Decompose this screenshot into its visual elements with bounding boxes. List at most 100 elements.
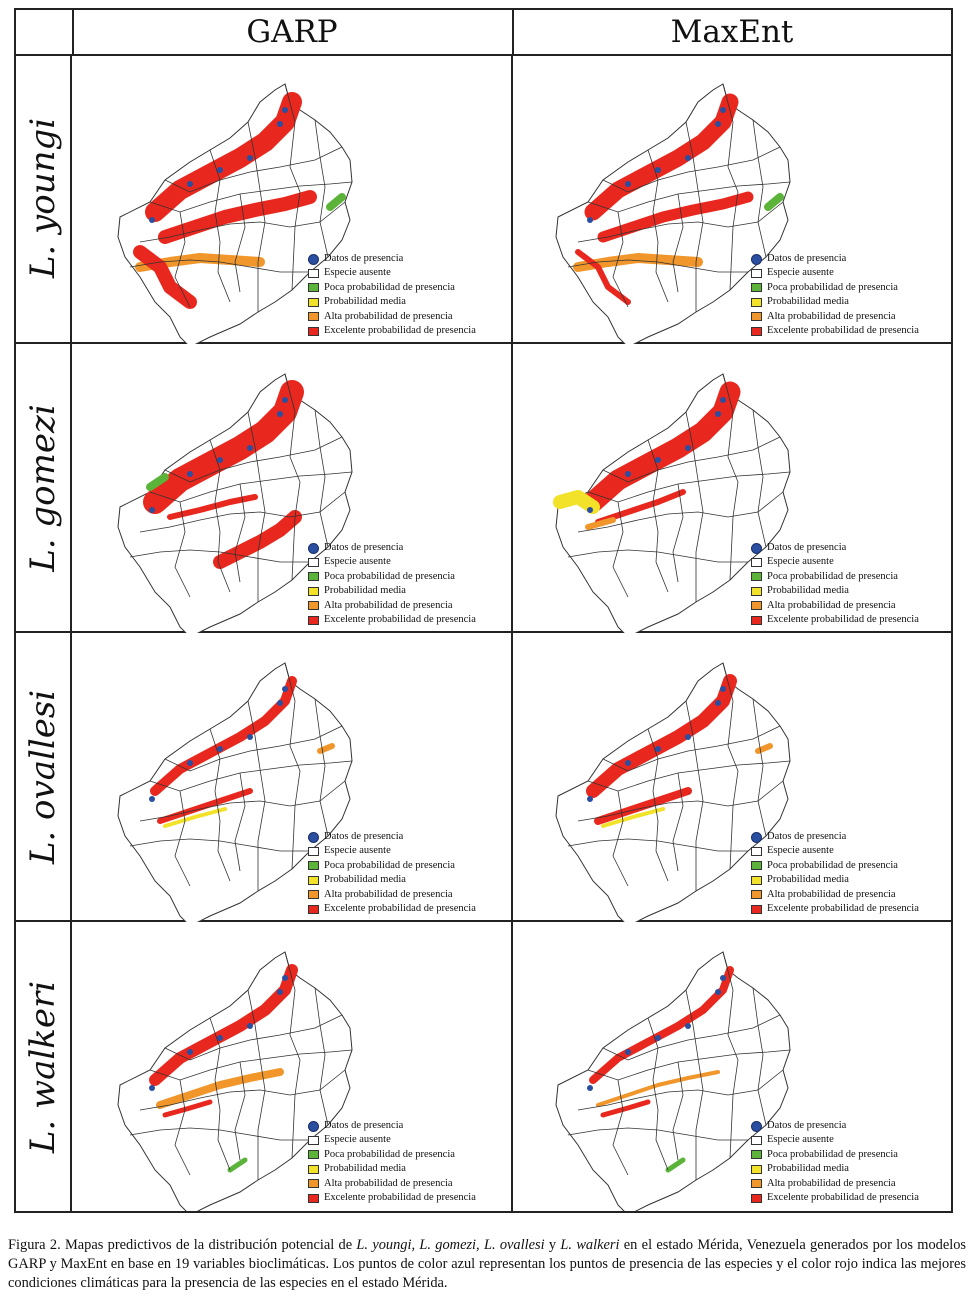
presence-point <box>187 760 193 766</box>
legend-swatch-low <box>308 572 319 582</box>
prediction-band <box>575 249 631 305</box>
municipality-border <box>209 1017 231 1171</box>
presence-point <box>247 445 253 451</box>
presence-point <box>277 411 283 417</box>
legend-label: Datos de presencia <box>324 831 404 842</box>
legend-item-medium: Probabilidad media <box>308 1162 476 1176</box>
map-cell-gomezi-right: Datos de presencia Especie ausente Poca pr… <box>513 344 951 633</box>
legend: Datos de presencia Especie ausente Poca pr… <box>308 1119 476 1205</box>
presence-point <box>247 155 253 161</box>
municipality-border <box>139 491 346 533</box>
presence-point <box>247 734 253 740</box>
municipality-border <box>685 989 704 1180</box>
legend-swatch-low <box>751 861 762 871</box>
municipality-border <box>722 373 739 581</box>
municipality-border <box>685 121 704 312</box>
municipality-border <box>247 121 266 312</box>
legend-label: Excelente probabilidad de presencia <box>767 613 919 625</box>
species-label-youngi: L. youngi <box>16 54 72 344</box>
legend-label: Excelente probabilidad de presencia <box>324 613 476 625</box>
legend-item-presence: Datos de presencia <box>308 541 476 555</box>
map-walkeri-left <box>117 951 353 1211</box>
municipality-border <box>174 1079 191 1176</box>
legend-item-high: Alta probabilidad de presencia <box>751 310 919 324</box>
legend-swatch-absent <box>308 269 319 279</box>
municipality-border <box>164 1014 343 1061</box>
prediction-band <box>597 191 754 243</box>
municipality-border <box>314 409 329 548</box>
presence-point <box>149 1085 155 1091</box>
municipality-border <box>685 700 704 891</box>
legend-label: Alta probabilidad de presencia <box>324 310 453 322</box>
legend-label: Poca probabilidad de presencia <box>324 570 455 582</box>
presence-point <box>715 989 721 995</box>
legend-label: Datos de presencia <box>324 1120 404 1131</box>
municipality-border <box>139 780 346 822</box>
municipality-border <box>577 201 784 243</box>
legend-item-excellent: Excelente probabilidad de presencia <box>308 613 476 627</box>
municipality-border <box>602 146 781 193</box>
legend-item-excellent: Excelente probabilidad de presencia <box>751 902 919 916</box>
prediction-band <box>586 674 737 798</box>
legend-item-high: Alta probabilidad de presencia <box>308 1177 476 1191</box>
presence-point <box>282 975 288 981</box>
municipality-border <box>284 83 301 291</box>
municipality-border <box>612 501 629 598</box>
legend-swatch-excellent <box>751 904 762 914</box>
presence-point <box>715 700 721 706</box>
header-garp: GARP <box>72 10 514 56</box>
species-label-gomezi: L. gomezi <box>16 344 72 633</box>
map-youngi-right <box>555 83 791 344</box>
legend-swatch-excellent <box>308 904 319 914</box>
map-walkeri-right <box>555 951 791 1211</box>
legend-item-low: Poca probabilidad de presencia <box>308 859 476 873</box>
prediction-band <box>133 245 197 309</box>
presence-point <box>247 1023 253 1029</box>
municipality-border <box>567 549 748 563</box>
header-corner <box>16 10 74 56</box>
legend-item-low: Poca probabilidad de presencia <box>308 1148 476 1162</box>
legend-item-medium: Probabilidad media <box>751 584 919 598</box>
presence-point <box>685 155 691 161</box>
legend-item-high: Alta probabilidad de presencia <box>308 310 476 324</box>
presence-point <box>277 989 283 995</box>
legend-label: Datos de presencia <box>767 1120 847 1131</box>
municipality-border <box>647 1017 669 1171</box>
prediction-band <box>764 193 784 211</box>
legend-label: Datos de presencia <box>767 253 847 264</box>
legend-swatch-medium <box>308 875 319 885</box>
map-ovallesi-left <box>117 662 353 922</box>
presence-point <box>625 471 631 477</box>
legend-swatch-excellent <box>308 1193 319 1203</box>
legend-item-presence: Datos de presencia <box>751 252 919 266</box>
municipality-border <box>602 436 781 483</box>
municipality-border <box>587 471 791 503</box>
municipality-border <box>209 439 231 593</box>
municipality-border <box>314 119 329 258</box>
legend-label: Excelente probabilidad de presencia <box>767 902 919 914</box>
legend-item-high: Alta probabilidad de presencia <box>751 888 919 902</box>
legend-swatch-absent <box>751 1136 762 1146</box>
presence-point <box>217 167 223 173</box>
legend-label: Especie ausente <box>767 845 834 857</box>
presence-point <box>187 181 193 187</box>
legend-item-absent: Especie ausente <box>751 266 919 280</box>
legend-item-low: Poca probabilidad de presencia <box>751 1148 919 1162</box>
legend-swatch-medium <box>751 1164 762 1174</box>
presence-point <box>217 457 223 463</box>
municipality-border <box>567 259 748 273</box>
legend-label: Poca probabilidad de presencia <box>324 281 455 293</box>
legend-label: Alta probabilidad de presencia <box>324 599 453 611</box>
municipality-border <box>647 728 669 882</box>
municipality-border <box>577 780 784 822</box>
municipality-border <box>722 83 739 291</box>
prediction-band <box>157 788 253 824</box>
legend-swatch-excellent <box>751 326 762 336</box>
legend-swatch-excellent <box>308 615 319 625</box>
legend-label: Poca probabilidad de presencia <box>324 859 455 871</box>
legend-label: Poca probabilidad de presencia <box>767 570 898 582</box>
municipality-border <box>587 760 791 792</box>
legend-item-absent: Especie ausente <box>751 844 919 858</box>
legend-swatch-high <box>751 890 762 900</box>
legend-item-absent: Especie ausente <box>308 266 476 280</box>
